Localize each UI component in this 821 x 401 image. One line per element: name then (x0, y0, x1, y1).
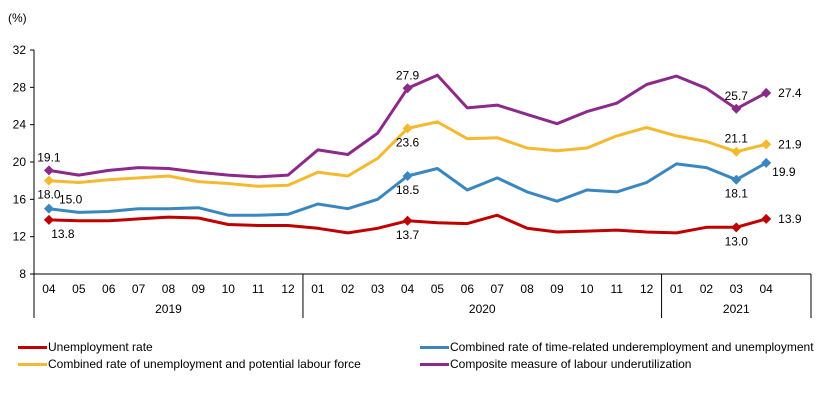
highlight-marker (43, 203, 54, 214)
year-group-label: 2021 (723, 302, 750, 316)
legend-label: Composite measure of labour underutiliza… (450, 357, 692, 371)
legend-item-time-related-underemployment: Combined rate of time-related underemplo… (420, 340, 814, 354)
y-tick-label: 12 (13, 230, 27, 244)
y-tick-label: 20 (13, 155, 27, 169)
highlight-marker (43, 214, 54, 225)
legend-label: Combined rate of unemployment and potent… (48, 357, 361, 371)
x-tick-label: 07 (491, 282, 505, 296)
y-axis-label: (%) (8, 11, 27, 25)
x-tick-label: 05 (72, 282, 86, 296)
x-tick-label: 09 (550, 282, 564, 296)
y-tick-label: 32 (13, 43, 27, 57)
highlight-marker (761, 139, 772, 150)
highlight-marker (731, 174, 742, 185)
x-tick-label: 06 (461, 282, 475, 296)
year-group-label: 2019 (155, 302, 182, 316)
x-tick-label: 10 (222, 282, 236, 296)
highlight-marker (402, 171, 413, 181)
y-tick-label: 24 (13, 118, 27, 132)
y-tick-label: 16 (13, 192, 27, 206)
data-label: 25.7 (725, 89, 749, 103)
x-tick-label: 01 (670, 282, 684, 296)
data-label: 13.8 (51, 227, 75, 241)
x-tick-label: 04 (759, 282, 773, 296)
legend-label: Unemployment rate (48, 340, 153, 354)
x-tick-label: 03 (371, 282, 385, 296)
x-tick-label: 08 (162, 282, 176, 296)
data-label: 18.0 (37, 188, 61, 202)
highlight-marker (761, 213, 772, 224)
y-ticks: 8 12 16 20 24 28 32 (13, 43, 34, 281)
highlight-marker (731, 222, 742, 233)
data-label: 13.0 (725, 234, 749, 248)
x-tick-label: 06 (102, 282, 116, 296)
x-tick-label: 02 (341, 282, 355, 296)
legend-item-potential-labour-force: Combined rate of unemployment and potent… (18, 357, 361, 371)
x-tick-label: 04 (401, 282, 415, 296)
year-groups: 2019 2020 2021 (155, 274, 750, 318)
y-tick-label: 8 (19, 267, 26, 281)
x-tick-label: 01 (311, 282, 325, 296)
data-label: 27.9 (396, 68, 420, 82)
x-ticks: 04 05 06 07 08 09 10 11 12 01 02 03 04 05 06 07 08 09 10 11… (42, 282, 773, 296)
data-label: 21.1 (725, 132, 749, 146)
data-label: 19.1 (37, 150, 61, 164)
legend-swatch (420, 362, 449, 366)
legend-swatch (18, 345, 47, 349)
x-tick-label: 02 (700, 282, 714, 296)
axes (33, 50, 812, 318)
legend-item-composite-measure: Composite measure of labour underutiliza… (420, 357, 691, 371)
data-label: 18.5 (396, 183, 420, 197)
series-markers (43, 83, 772, 233)
highlight-marker (731, 146, 742, 157)
data-label: 15.0 (59, 193, 83, 207)
x-tick-label: 12 (281, 282, 295, 296)
x-tick-label: 04 (42, 282, 56, 296)
x-tick-label: 11 (252, 282, 265, 296)
highlight-marker (43, 175, 54, 186)
series-lines (48, 73, 767, 235)
data-label: 13.7 (396, 228, 420, 242)
x-tick-label: 12 (640, 282, 654, 296)
x-tick-label: 07 (132, 282, 146, 296)
data-label: 13.9 (778, 212, 802, 226)
x-tick-label: 08 (520, 282, 534, 296)
x-tick-label: 11 (611, 282, 624, 296)
data-label: 19.9 (772, 165, 796, 179)
x-tick-label: 10 (580, 282, 594, 296)
highlight-marker (761, 157, 772, 168)
legend-swatch (420, 345, 449, 349)
data-label: 27.4 (778, 86, 802, 100)
highlight-marker (402, 123, 413, 134)
legend-swatch (18, 362, 47, 366)
legend-label: Combined rate of time-related underemplo… (450, 340, 814, 354)
highlight-marker (43, 165, 54, 176)
x-tick-label: 03 (730, 282, 744, 296)
highlight-marker (402, 215, 413, 226)
legend-item-unemployment-rate: Unemployment rate (18, 340, 153, 354)
highlight-marker (402, 83, 413, 94)
data-labels: 13.8 13.7 13.0 13.9 15.0 18.5 18.1 19.9 18.0 23.6… (37, 68, 802, 248)
highlight-marker (731, 103, 742, 114)
data-label: 21.9 (778, 137, 802, 151)
x-tick-label: 05 (431, 282, 445, 296)
year-group-label: 2020 (469, 302, 496, 316)
x-tick-label: 09 (192, 282, 206, 296)
data-label: 18.1 (725, 187, 749, 201)
highlight-marker (761, 87, 772, 98)
y-tick-label: 28 (13, 80, 27, 94)
data-label: 23.6 (396, 135, 420, 149)
